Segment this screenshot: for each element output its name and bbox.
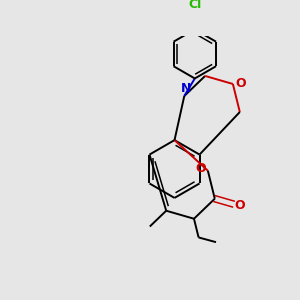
Text: O: O xyxy=(236,76,246,90)
Text: Cl: Cl xyxy=(188,0,201,11)
Text: O: O xyxy=(234,199,244,212)
Text: O: O xyxy=(196,162,206,176)
Text: N: N xyxy=(181,82,191,95)
